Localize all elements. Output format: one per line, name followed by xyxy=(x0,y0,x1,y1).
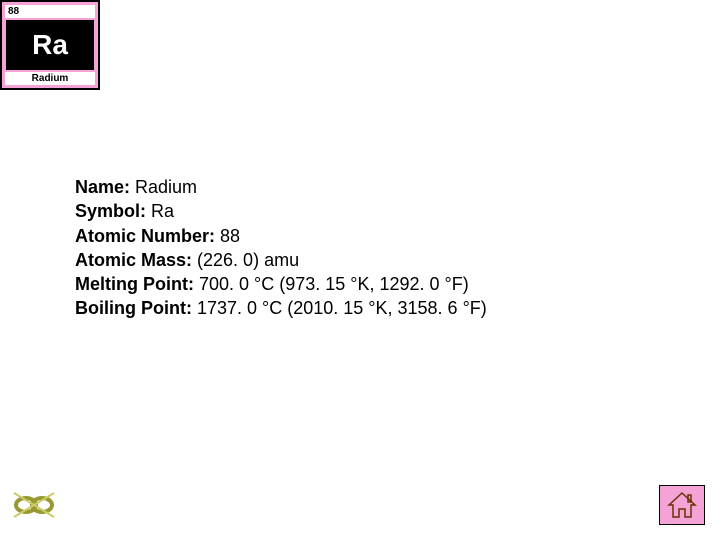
tile-atomic-number: 88 xyxy=(5,5,95,18)
info-atomic-mass-line: Atomic Mass: (226. 0) amu xyxy=(75,248,635,272)
info-atomic-mass-label: Atomic Mass: xyxy=(75,250,197,270)
link-icon[interactable] xyxy=(10,485,58,525)
tile-element-name: Radium xyxy=(5,72,95,85)
tile-symbol: Ra xyxy=(32,29,68,61)
info-melting-line: Melting Point: 700. 0 °C (973. 15 °K, 12… xyxy=(75,272,635,296)
tile-symbol-box: Ra xyxy=(6,20,94,70)
element-tile: 88 Ra Radium xyxy=(0,0,100,90)
info-boiling-label: Boiling Point: xyxy=(75,298,197,318)
info-boiling-value: 1737. 0 °C (2010. 15 °K, 3158. 6 °F) xyxy=(197,298,487,318)
info-atomic-mass-value: (226. 0) amu xyxy=(197,250,299,270)
info-name-label: Name: xyxy=(75,177,135,197)
info-symbol-line: Symbol: Ra xyxy=(75,199,635,223)
info-name-line: Name: Radium xyxy=(75,175,635,199)
element-info: Name: Radium Symbol: Ra Atomic Number: 8… xyxy=(75,175,635,321)
info-symbol-value: Ra xyxy=(151,201,174,221)
info-melting-label: Melting Point: xyxy=(75,274,199,294)
home-icon[interactable] xyxy=(659,485,705,525)
info-atomic-number-label: Atomic Number: xyxy=(75,226,220,246)
info-symbol-label: Symbol: xyxy=(75,201,151,221)
info-melting-value: 700. 0 °C (973. 15 °K, 1292. 0 °F) xyxy=(199,274,469,294)
info-boiling-line: Boiling Point: 1737. 0 °C (2010. 15 °K, … xyxy=(75,296,635,320)
info-atomic-number-value: 88 xyxy=(220,226,240,246)
info-atomic-number-line: Atomic Number: 88 xyxy=(75,224,635,248)
info-name-value: Radium xyxy=(135,177,197,197)
